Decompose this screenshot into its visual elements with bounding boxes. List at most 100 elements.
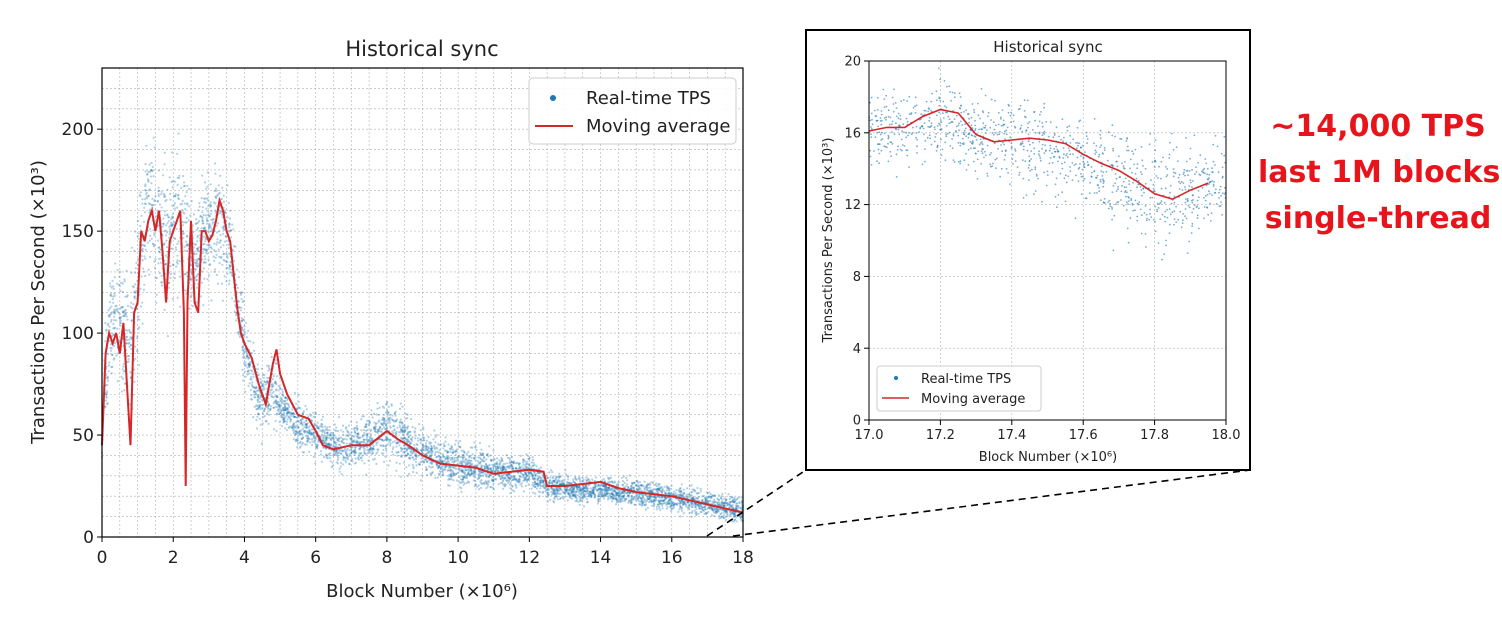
scatter-point xyxy=(183,212,186,215)
scatter-point xyxy=(332,438,336,441)
scatter-point xyxy=(172,212,175,215)
scatter-point xyxy=(209,204,212,207)
scatter-point xyxy=(458,476,461,479)
scatter-point xyxy=(342,430,345,433)
scatter-point xyxy=(268,409,272,412)
scatter-point xyxy=(525,462,529,465)
scatter-point xyxy=(261,422,264,425)
scatter-point xyxy=(348,433,351,436)
scatter-point xyxy=(455,467,458,470)
scatter-point xyxy=(570,485,573,489)
scatter-point xyxy=(146,178,149,181)
scatter-point xyxy=(420,438,423,441)
scatter-point xyxy=(157,193,160,196)
scatter-point xyxy=(174,207,177,210)
scatter-point xyxy=(729,500,732,504)
scatter-point xyxy=(575,499,579,502)
scatter-point xyxy=(648,482,652,485)
scatter-point xyxy=(157,239,160,242)
scatter-point xyxy=(198,205,201,208)
scatter-point xyxy=(272,390,275,393)
scatter-point xyxy=(525,465,528,468)
scatter-point xyxy=(324,438,327,441)
scatter-point xyxy=(492,482,495,485)
scatter-point xyxy=(679,506,682,509)
scatter-point xyxy=(652,495,656,499)
scatter-point xyxy=(537,490,540,493)
scatter-point xyxy=(196,221,199,224)
scatter-point xyxy=(369,436,372,440)
scatter-point xyxy=(730,504,733,507)
scatter-point xyxy=(226,256,229,259)
scatter-point xyxy=(384,445,387,448)
scatter-point xyxy=(312,455,315,458)
scatter-point xyxy=(402,437,405,440)
scatter-point xyxy=(442,447,445,450)
scatter-point xyxy=(732,515,736,518)
scatter-point xyxy=(267,410,270,413)
scatter-point xyxy=(507,481,510,484)
scatter-point xyxy=(370,428,373,431)
scatter-point xyxy=(178,174,181,177)
scatter-point xyxy=(630,499,633,502)
scatter-point xyxy=(324,436,327,439)
scatter-point xyxy=(440,467,443,470)
scatter-point xyxy=(393,428,396,431)
scatter-point xyxy=(559,492,562,495)
scatter-point xyxy=(665,496,668,500)
scatter-point xyxy=(369,447,372,450)
scatter-point xyxy=(668,501,671,504)
scatter-point xyxy=(500,456,503,459)
scatter-point xyxy=(676,503,679,506)
scatter-point xyxy=(713,498,716,501)
scatter-point xyxy=(341,424,345,427)
scatter-point xyxy=(285,423,288,426)
scatter-point xyxy=(395,430,398,433)
scatter-point xyxy=(714,511,717,514)
scatter-point xyxy=(586,500,590,504)
scatter-point xyxy=(686,487,689,490)
scatter-point xyxy=(213,259,216,262)
scatter-point xyxy=(184,289,187,292)
scatter-point xyxy=(399,418,402,421)
scatter-point xyxy=(412,467,415,470)
scatter-point xyxy=(345,426,348,429)
scatter-point xyxy=(503,485,506,488)
scatter-point xyxy=(229,217,232,220)
scatter-point xyxy=(533,477,537,480)
scatter-point xyxy=(525,471,528,474)
scatter-point xyxy=(185,240,188,243)
scatter-point xyxy=(274,405,277,408)
scatter-point xyxy=(652,500,655,503)
scatter-point xyxy=(341,441,344,444)
scatter-point xyxy=(643,480,646,483)
scatter-point xyxy=(164,263,167,266)
scatter-point xyxy=(357,456,360,459)
scatter-point xyxy=(188,307,191,310)
scatter-point xyxy=(176,254,179,257)
scatter-point xyxy=(527,454,530,457)
scatter-point xyxy=(215,195,218,198)
scatter-point xyxy=(275,389,278,392)
scatter-point xyxy=(370,448,373,451)
scatter-point xyxy=(350,420,353,423)
scatter-point xyxy=(333,450,336,453)
scatter-point xyxy=(677,510,680,513)
scatter-point xyxy=(357,440,360,443)
scatter-point xyxy=(667,486,670,489)
scatter-point xyxy=(585,476,588,479)
scatter-point xyxy=(618,494,621,497)
scatter-point xyxy=(441,472,445,475)
scatter-point xyxy=(413,444,416,447)
scatter-point xyxy=(345,456,348,459)
scatter-point xyxy=(470,469,473,472)
scatter-point xyxy=(157,186,160,189)
scatter-point xyxy=(503,466,506,469)
scatter-point xyxy=(110,286,113,289)
scatter-point xyxy=(261,384,264,387)
scatter-point xyxy=(732,513,735,516)
scatter-point xyxy=(434,476,437,480)
scatter-point xyxy=(342,433,345,436)
scatter-point xyxy=(180,202,183,205)
